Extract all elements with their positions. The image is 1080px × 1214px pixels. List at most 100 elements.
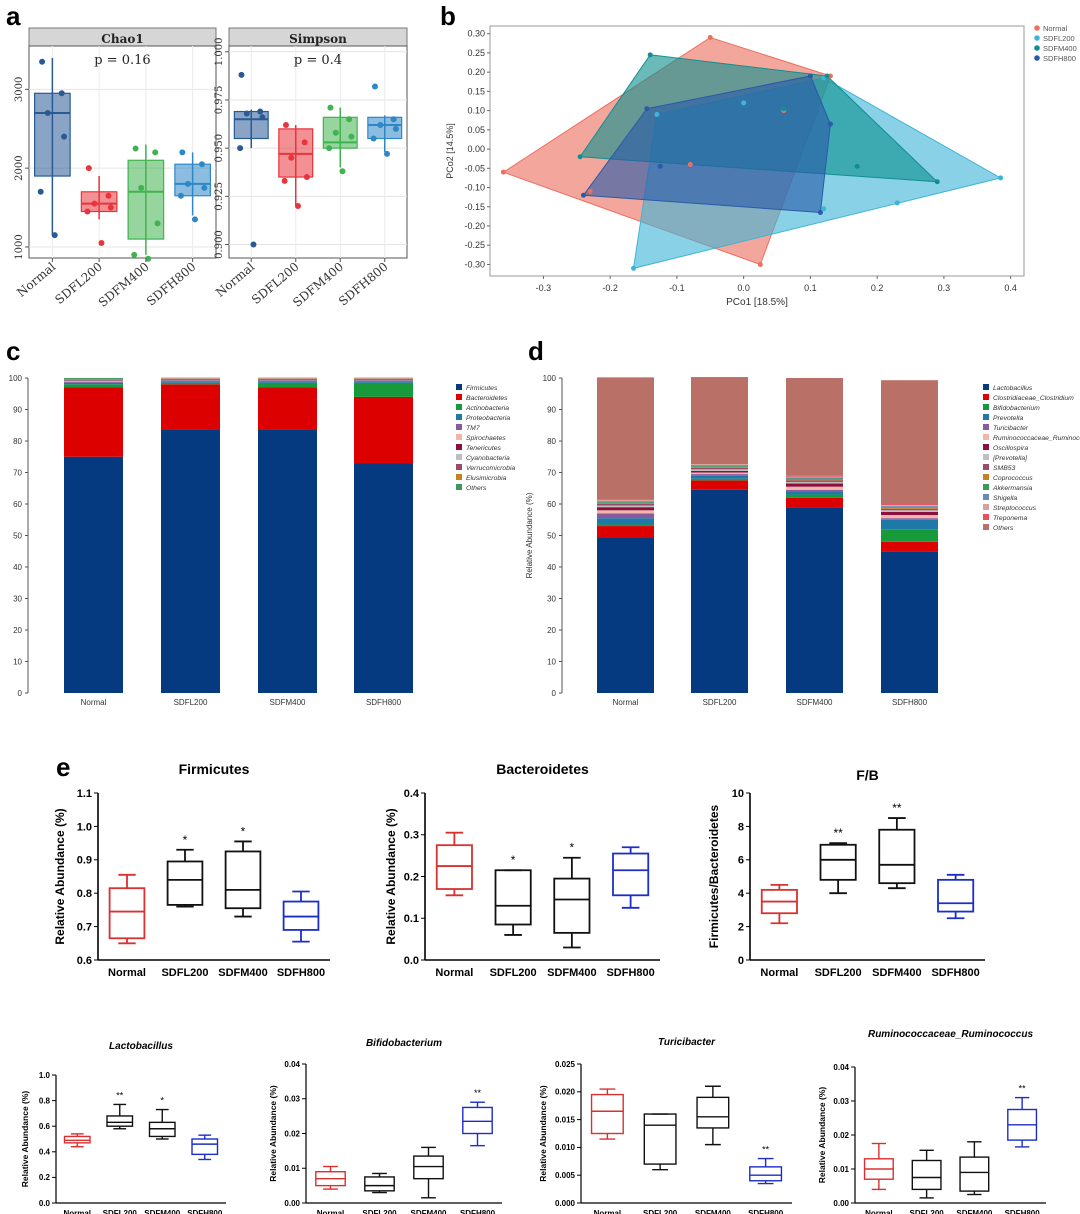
significance-mark: ** [762,1145,770,1155]
significance-mark: * [160,1096,164,1106]
y-tick-label: 0.2 [39,1173,51,1182]
y-tick-label: 10 [547,658,556,667]
data-point [301,139,308,146]
legend-swatch [983,404,989,410]
y-axis-label: Relative Abundance (%) [20,1091,30,1188]
data-point [37,188,44,195]
data-point [371,83,378,90]
y-tick-label: -0.05 [464,163,485,173]
box [643,1113,677,1165]
y-tick-label: 0.00 [833,1199,849,1208]
significance-mark: * [241,824,246,838]
data-point [152,149,159,156]
bar-segment [786,494,843,498]
legend-swatch [983,464,989,470]
x-tick-label: SDFL200 [910,1209,945,1214]
x-tick-label: SDFL200 [362,1209,397,1214]
legend-label: Streptococcus [993,505,1037,512]
bar-segment [354,396,413,464]
legend-label: Firmicutes [466,385,498,392]
legend-swatch [983,414,989,420]
y-axis-label: Relative Abundance (%) [384,808,398,944]
x-tick-label: SDFH800 [144,260,199,309]
x-tick-label: 0.3 [938,283,951,293]
bar-segment [354,381,413,383]
data-point [184,180,191,187]
y-tick-label: 0 [738,955,744,967]
data-point [281,177,288,184]
y-tick-label: 0.04 [833,1063,849,1072]
box [166,860,204,906]
legend-swatch [983,524,989,530]
panel-label-b: b [440,1,456,31]
bar-segment [881,507,938,509]
bar-segment [597,377,654,500]
x-tick-label: -0.3 [536,283,552,293]
y-tick-label: -0.10 [464,183,485,193]
y-tick-label: 0.0 [404,955,419,967]
y-tick-label: -0.15 [464,202,485,212]
x-tick-label: SDFL200 [643,1209,678,1214]
data-point [821,206,827,212]
bar-segment [691,480,748,490]
y-tick-label: 3000 [14,77,25,102]
bar-segment [354,463,413,693]
plot-title: Lactobacillus [109,1041,173,1052]
bar-segment [881,380,938,504]
y-axis-label: Relative Abundance (%) [268,1085,278,1182]
y-axis-label: Relative Abundance (%) [538,1085,548,1182]
legend-label: Normal [1043,24,1068,33]
data-point [154,220,161,227]
legend-swatch [983,504,989,510]
data-point [580,192,586,198]
data-point [201,184,208,191]
bar-segment [881,506,938,508]
legend-label: Cyanobacteria [466,455,510,462]
box [878,828,916,885]
data-point [346,116,353,123]
x-tick-label: SDFH800 [931,967,979,979]
y-tick-label: 1.0 [77,821,92,833]
legend-label: SDFL200 [1043,34,1075,43]
data-point [390,116,397,123]
legend-label: Bifidobacterium [993,405,1040,412]
y-tick-label: 30 [547,595,556,604]
y-tick-label: 1000 [14,234,25,259]
panel-label-e: e [56,752,70,782]
bacteroidetes-boxplot: 0.0 0.1 0.2 0.3 0.4 Normal * SDFL200 * SDFM400 SDF… [384,761,660,979]
legend-label: SMB53 [993,465,1016,472]
y-tick-label: 0.925 [214,182,225,211]
bar-segment [258,379,317,381]
data-point [85,165,92,172]
data-point [781,106,787,112]
legend-label: TM7 [466,425,480,432]
bar-segment [64,379,123,380]
legend-swatch [456,484,462,490]
y-tick-label: 0.000 [555,1199,576,1208]
bar-segment [354,379,413,381]
box [462,1106,493,1135]
y-tick-label: 50 [13,532,22,541]
data-point [237,145,244,152]
data-point [131,251,138,258]
box [553,877,591,934]
data-point [577,154,583,160]
data-point [177,192,184,199]
data-point [370,135,377,142]
y-tick-label: 0.0 [39,1199,51,1208]
legend-swatch [983,384,989,390]
bar-segment [691,478,748,481]
box [364,1176,395,1192]
hull-sdfh800 [582,75,831,214]
y-tick-label: 0.02 [284,1129,300,1138]
box [174,163,211,197]
data-point [817,210,823,216]
x-tick-label: SDFH800 [336,260,391,309]
y-tick-label: 0.6 [77,955,92,967]
y-tick-label: 1.0 [39,1071,51,1080]
x-tick-label: Normal [108,967,146,979]
bar-segment [597,526,654,538]
bar-segment [258,380,317,382]
x-tick-label: SDFM400 [269,698,306,707]
